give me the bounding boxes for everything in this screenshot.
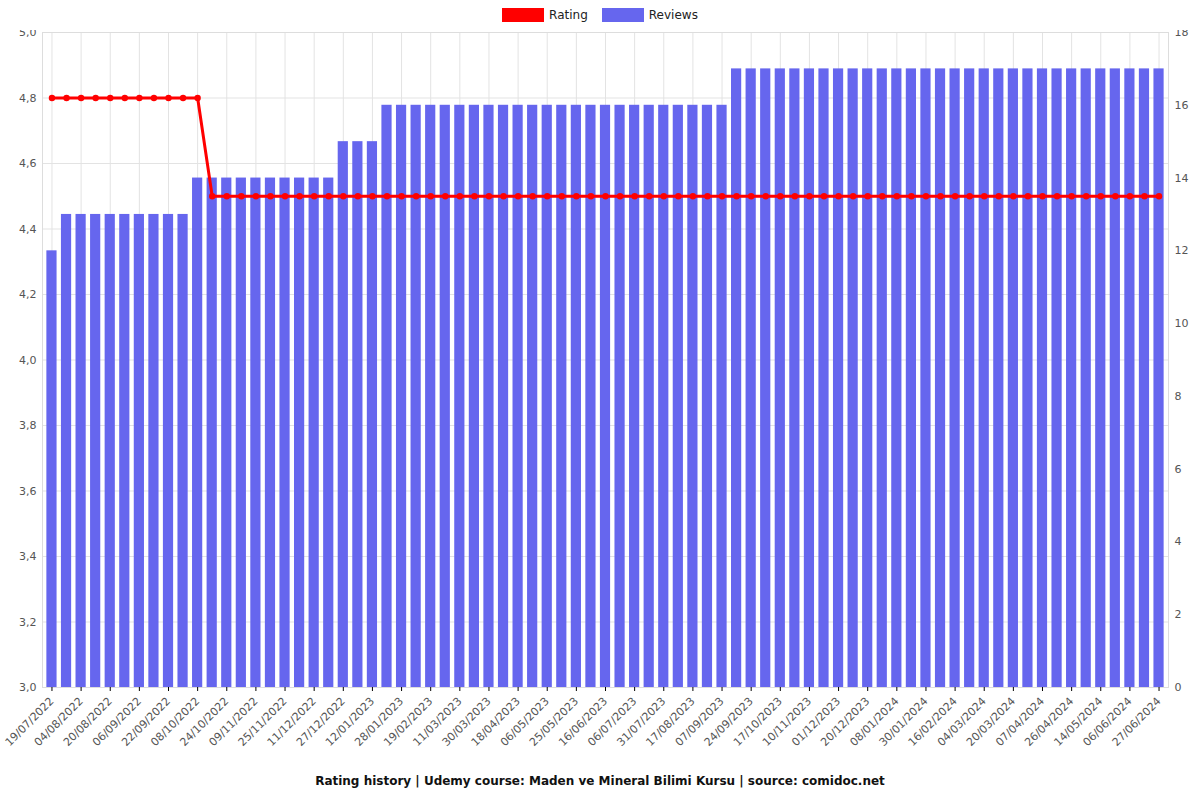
svg-text:0: 0 [1175, 681, 1182, 694]
svg-text:27/12/2022: 27/12/2022 [293, 694, 348, 749]
svg-text:4,0: 4,0 [19, 354, 37, 367]
svg-text:09/11/2022: 09/11/2022 [206, 694, 261, 749]
svg-text:06/06/2024: 06/06/2024 [1080, 694, 1135, 749]
svg-text:19/02/2023: 19/02/2023 [381, 694, 436, 749]
svg-text:24/10/2022: 24/10/2022 [177, 694, 232, 749]
svg-text:2: 2 [1175, 608, 1182, 621]
svg-text:30/03/2023: 30/03/2023 [439, 694, 494, 749]
svg-text:20/03/2024: 20/03/2024 [963, 694, 1018, 749]
svg-text:11/12/2022: 11/12/2022 [264, 694, 319, 749]
svg-text:30/01/2024: 30/01/2024 [876, 694, 931, 749]
svg-text:3,6: 3,6 [19, 485, 37, 498]
svg-text:3,2: 3,2 [19, 616, 37, 629]
svg-text:08/01/2024: 08/01/2024 [847, 694, 902, 749]
svg-text:10: 10 [1175, 317, 1189, 330]
svg-text:14/05/2024: 14/05/2024 [1051, 694, 1106, 749]
svg-text:27/06/2024: 27/06/2024 [1110, 695, 1164, 749]
html-text:Reviews: Reviews [648, 8, 698, 22]
svg-text:20/12/2023: 20/12/2023 [818, 694, 873, 749]
svg-text:06/09/2022: 06/09/2022 [90, 694, 144, 749]
svg-text:31/07/2023: 31/07/2023 [614, 694, 669, 749]
svg-text:12: 12 [1175, 244, 1189, 257]
html-text:Rating: Rating [549, 8, 588, 22]
svg-text:26/04/2024: 26/04/2024 [1022, 694, 1077, 749]
svg-text:07/09/2023: 07/09/2023 [672, 694, 727, 749]
svg-text:04/08/2022: 04/08/2022 [31, 694, 86, 749]
svg-text:4,4: 4,4 [19, 223, 37, 236]
svg-text:6: 6 [1175, 463, 1182, 476]
svg-text:08/10/2022: 08/10/2022 [148, 694, 203, 749]
svg-text:06/07/2023: 06/07/2023 [585, 694, 640, 749]
svg-text:8: 8 [1175, 390, 1182, 403]
svg-text:5,0: 5,0 [19, 30, 37, 39]
svg-text:07/04/2024: 07/04/2024 [993, 694, 1048, 749]
svg-text:04/03/2024: 04/03/2024 [934, 694, 989, 749]
svg-text:18: 18 [1175, 30, 1189, 39]
svg-text:17/08/2023: 17/08/2023 [643, 694, 698, 749]
svg-text:3,8: 3,8 [19, 419, 37, 432]
svg-text:22/09/2022: 22/09/2022 [119, 694, 174, 749]
html-text:Rating history | Udemy course:: Rating history | Udemy course: Maden ve … [315, 774, 885, 788]
svg-text:06/05/2023: 06/05/2023 [497, 694, 552, 749]
svg-text:10/11/2023: 10/11/2023 [760, 694, 814, 749]
svg-text:4,2: 4,2 [19, 288, 37, 301]
svg-text:17/10/2023: 17/10/2023 [730, 694, 785, 749]
svg-text:20/08/2022: 20/08/2022 [60, 694, 115, 749]
svg-text:24/09/2023: 24/09/2023 [701, 694, 756, 749]
svg-text:16/06/2023: 16/06/2023 [556, 694, 611, 749]
svg-text:4: 4 [1175, 535, 1182, 548]
svg-text:01/12/2023: 01/12/2023 [789, 694, 844, 749]
svg-text:11/03/2023: 11/03/2023 [410, 694, 465, 749]
svg-text:19/07/2022: 19/07/2022 [2, 694, 57, 749]
svg-text:16/02/2024: 16/02/2024 [905, 694, 960, 749]
svg-text:3,4: 3,4 [19, 550, 37, 563]
svg-text:3,0: 3,0 [19, 681, 37, 694]
svg-text:28/01/2023: 28/01/2023 [352, 694, 407, 749]
svg-text:25/11/2022: 25/11/2022 [235, 694, 290, 749]
svg-text:12/01/2023: 12/01/2023 [323, 694, 377, 749]
svg-text:14: 14 [1175, 172, 1189, 185]
svg-text:18/04/2023: 18/04/2023 [468, 694, 523, 749]
svg-text:25/05/2023: 25/05/2023 [526, 694, 581, 749]
svg-text:4,8: 4,8 [19, 92, 37, 105]
svg-text:4,6: 4,6 [19, 157, 37, 170]
svg-text:16: 16 [1175, 99, 1189, 112]
